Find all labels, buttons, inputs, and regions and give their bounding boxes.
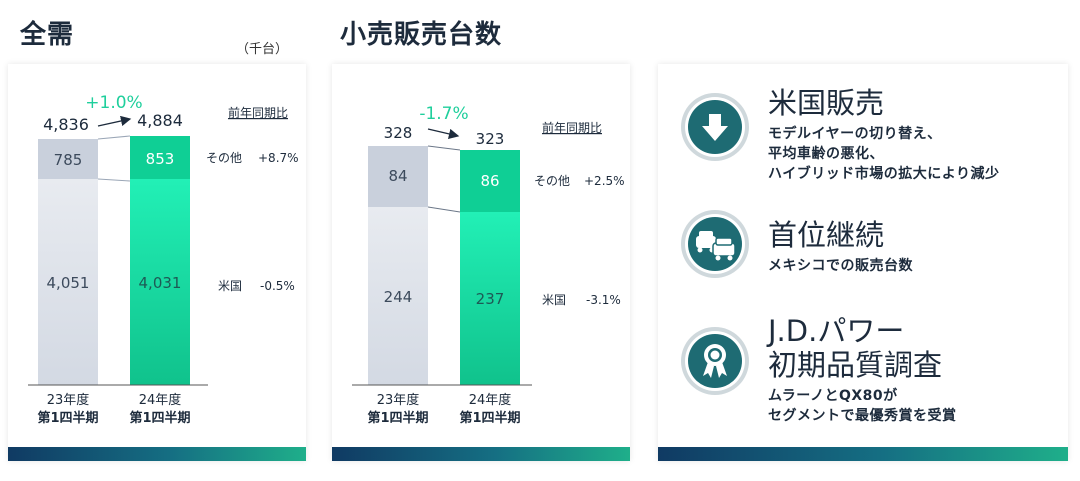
connector-line bbox=[427, 206, 461, 213]
value-curr-us: 237 bbox=[476, 290, 505, 308]
category-label: 23年度 bbox=[377, 392, 420, 408]
total-prev: 328 bbox=[384, 124, 413, 142]
legend-other: その他 bbox=[534, 174, 570, 188]
value-prev-other: 84 bbox=[388, 167, 407, 185]
retail-sales-chart: -1.7% 328 323 84 86 244 237 前年同期比 その他 +2… bbox=[352, 104, 625, 426]
total-demand-panel: +1.0% 4,836 4,884 785 853 4,051 4,031 前年… bbox=[8, 64, 306, 461]
change-arrow bbox=[427, 128, 460, 139]
award-ribbon-icon bbox=[680, 326, 750, 396]
value-prev-other: 785 bbox=[54, 151, 83, 169]
legend-us: 米国 bbox=[542, 293, 566, 307]
bar-prev-us bbox=[368, 207, 428, 385]
panel-footer-bar bbox=[332, 447, 630, 461]
panel-footer-bar bbox=[658, 447, 1068, 461]
bar-prev-other bbox=[38, 139, 98, 179]
feature-desc: メキシコでの販売台数 bbox=[768, 258, 913, 274]
change-arrow bbox=[97, 115, 132, 127]
retail-sales-panel: -1.7% 328 323 84 86 244 237 前年同期比 その他 +2… bbox=[332, 64, 630, 461]
bar-curr-us bbox=[460, 212, 520, 385]
section-title-retail-sales: 小売販売台数 bbox=[340, 20, 503, 50]
yoy-header: 前年同期比 bbox=[542, 120, 602, 135]
down-arrow-icon bbox=[680, 92, 750, 162]
connector-line bbox=[427, 145, 461, 151]
change-other: +2.5% bbox=[584, 174, 625, 188]
total-curr: 4,884 bbox=[137, 111, 183, 130]
value-curr-other: 86 bbox=[480, 172, 499, 190]
bar-curr-other bbox=[130, 136, 190, 179]
category-label: 23年度 bbox=[47, 392, 90, 408]
section-title-total-demand: 全需 bbox=[20, 20, 75, 50]
change-us: -3.1% bbox=[586, 293, 621, 307]
change-label: +1.0% bbox=[85, 93, 142, 113]
connector-line bbox=[97, 178, 131, 182]
connector-line bbox=[97, 135, 131, 140]
category-label: 第1四半期 bbox=[459, 410, 520, 426]
highlights-panel: 米国販売 モデルイヤーの切り替え、 平均車齢の悪化、 ハイブリッド市場の拡大によ… bbox=[658, 64, 1068, 461]
change-us: -0.5% bbox=[260, 279, 295, 293]
category-label: 第1四半期 bbox=[37, 410, 98, 426]
value-curr-other: 853 bbox=[146, 150, 175, 168]
bar-curr-other bbox=[460, 150, 520, 212]
panel-footer-bar bbox=[8, 447, 306, 461]
legend-other: その他 bbox=[206, 151, 242, 165]
total-demand-chart: +1.0% 4,836 4,884 785 853 4,051 4,031 前年… bbox=[28, 93, 299, 426]
bar-prev-us bbox=[38, 179, 98, 385]
category-label: 第1四半期 bbox=[367, 410, 428, 426]
total-prev: 4,836 bbox=[43, 115, 89, 134]
change-label: -1.7% bbox=[419, 104, 468, 124]
category-label: 24年度 bbox=[469, 392, 512, 408]
cars-icon bbox=[680, 209, 750, 279]
total-curr: 323 bbox=[476, 130, 505, 148]
feature-desc: ムラーノとQX80が セグメントで最優秀賞を受賞 bbox=[768, 388, 957, 424]
bar-prev-other bbox=[368, 146, 428, 207]
feature-title: J.D.パワー 初期品質調査 bbox=[768, 314, 943, 382]
feature-desc: モデルイヤーの切り替え、 平均車齢の悪化、 ハイブリッド市場の拡大により減少 bbox=[768, 126, 1000, 182]
legend-us: 米国 bbox=[218, 279, 242, 293]
bar-curr-us bbox=[130, 179, 190, 385]
value-curr-us: 4,031 bbox=[139, 274, 182, 292]
category-label: 第1四半期 bbox=[129, 410, 190, 426]
feature-title: 米国販売 bbox=[768, 86, 885, 120]
feature-title: 首位継続 bbox=[768, 218, 885, 252]
category-label: 24年度 bbox=[139, 392, 182, 408]
change-other: +8.7% bbox=[258, 151, 299, 165]
unit-label: （千台） bbox=[236, 42, 289, 57]
value-prev-us: 4,051 bbox=[47, 274, 90, 292]
yoy-header: 前年同期比 bbox=[228, 105, 288, 120]
value-prev-us: 244 bbox=[384, 288, 413, 306]
